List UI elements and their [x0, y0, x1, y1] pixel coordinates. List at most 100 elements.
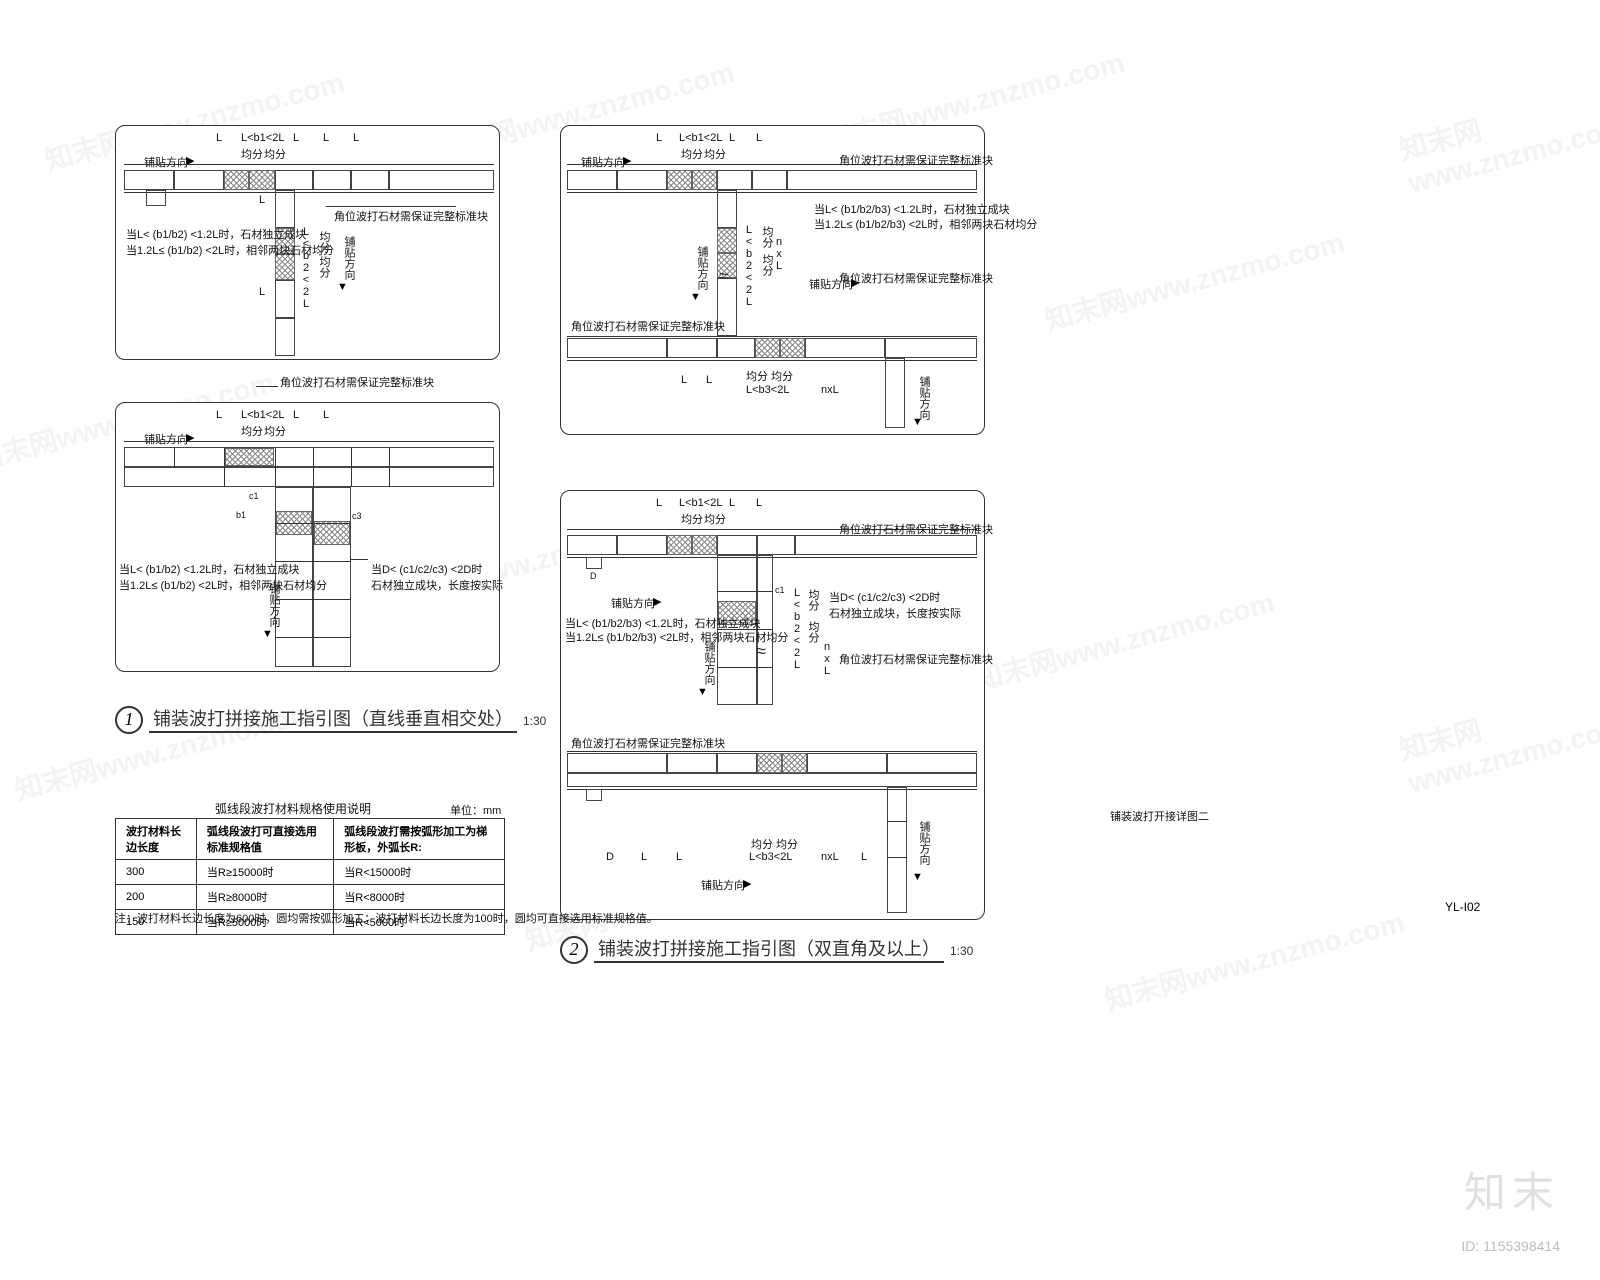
tile	[567, 753, 667, 773]
c1: c1	[249, 491, 259, 501]
div	[275, 637, 351, 638]
dim-L: L	[756, 497, 762, 509]
line	[567, 192, 977, 193]
section-2-text: 铺装波打拼接施工指引图（双直角及以上）	[594, 935, 944, 963]
hatch	[780, 338, 805, 358]
d: D	[606, 851, 614, 863]
nxl: nxL	[821, 384, 839, 396]
line	[124, 441, 494, 442]
jf: 均分	[704, 146, 726, 162]
d-cell	[586, 557, 602, 569]
section-2-title: 2 铺装波打拼接施工指引图（双直角及以上） 1:30	[560, 935, 973, 964]
tile	[807, 753, 887, 773]
arrow-right-icon: ▶	[186, 431, 194, 444]
b1: b1	[236, 510, 246, 520]
note-sep: 角位波打石材需保证完整标准块	[280, 374, 434, 390]
tile	[351, 170, 389, 190]
tile	[667, 338, 717, 358]
dim-L: L	[353, 132, 359, 144]
tile	[174, 170, 224, 190]
td: 当R<8000时	[334, 885, 505, 910]
dim-L: L	[641, 851, 647, 863]
dim-L: L	[676, 851, 682, 863]
div	[174, 447, 175, 467]
arrow-right-icon: ▶	[653, 595, 661, 608]
panel-1: L L<b1<2L L L L 均分 均分 铺贴方向 ▶ L L<b2<2L 均…	[115, 125, 500, 360]
jf: 均分	[704, 511, 726, 527]
note-b1b: 当1.2L≤ (b1/b2/b3) <2L时，相邻两块石材均分	[565, 629, 788, 645]
nxl: nxL	[773, 236, 785, 272]
tile-row	[567, 773, 977, 787]
note-corner: 角位波打石材需保证完整标准块	[839, 270, 993, 286]
dim-b1: L<b1<2L	[241, 409, 284, 421]
td: 200	[116, 885, 197, 910]
jf: 均分	[746, 368, 768, 384]
tile	[617, 170, 667, 190]
watermark: 知末网www.znzmo.com	[970, 581, 1278, 699]
note-c: 当D< (c1/c2/c3) <2D时	[371, 561, 482, 577]
section-1-title: 1 铺装波打拼接施工指引图（直线垂直相交处） 1:30	[115, 705, 546, 734]
watermark: 知末网www.znzmo.com	[1040, 221, 1348, 339]
line	[124, 164, 494, 165]
dim-b1: L<b1<2L	[241, 132, 284, 144]
div	[275, 599, 351, 600]
td: 当R≥15000时	[196, 860, 333, 885]
jf: 均分	[681, 146, 703, 162]
dim-b1: L<b1<2L	[679, 497, 722, 509]
arrow-down-icon: ▼	[690, 291, 701, 303]
dim-L: L	[729, 497, 735, 509]
leader	[326, 206, 456, 207]
tile	[717, 170, 752, 190]
div	[717, 591, 773, 592]
nxl: nxL	[821, 851, 839, 863]
dim-L: L	[216, 132, 222, 144]
pf: 铺贴方向	[701, 877, 745, 893]
hatch	[757, 753, 782, 773]
tile	[795, 535, 977, 555]
watermark: 知末网www.znzmo.com	[1395, 72, 1600, 200]
section-1-scale: 1:30	[523, 714, 546, 728]
dim-L: L	[706, 374, 712, 386]
arrow-right-icon: ▶	[743, 877, 751, 890]
th-1: 弧线段波打可直接选用标准规格值	[196, 819, 333, 860]
hatch	[314, 521, 350, 545]
note-corner: 角位波打石材需保证完整标准块	[839, 521, 993, 537]
panel-3: L L<b1<2L L L 均分 均分 铺贴方向 ▶ ≈ 铺贴方向 ▼ L<b2…	[560, 125, 985, 435]
c1: c1	[775, 585, 785, 595]
table-row: 300 当R≥15000时 当R<15000时	[116, 860, 505, 885]
hatch	[692, 535, 717, 555]
pf: 铺贴方向	[611, 595, 655, 611]
tile	[567, 338, 667, 358]
note-b1: 当L< (b1/b2/b3) <1.2L时，石材独立成块	[814, 201, 1010, 217]
arrow-right-icon: ▶	[186, 154, 194, 167]
jf: 均分	[241, 423, 263, 439]
jf-v: 均分	[316, 256, 332, 278]
page-id: ID: 1155398414	[1461, 1238, 1560, 1254]
jf: 均分	[776, 836, 798, 852]
dim-b3: L<b3<2L	[749, 851, 792, 863]
note-b1b: 当1.2L≤ (b1/b2) <2L时，相邻两块石材均分	[119, 577, 327, 593]
arrow-down-icon: ▼	[697, 686, 708, 698]
hatch-tile	[224, 170, 249, 190]
div	[389, 447, 390, 487]
dim-L: L	[323, 409, 329, 421]
dim-L-v: L	[256, 194, 268, 206]
tile	[805, 338, 885, 358]
drawing-number: YL-I02	[1445, 900, 1510, 930]
td: 当R<15000时	[334, 860, 505, 885]
dim-L: L	[656, 132, 662, 144]
table-row: 200 当R≥8000时 当R<8000时	[116, 885, 505, 910]
dim-b3: L<b3<2L	[746, 384, 789, 396]
d: D	[590, 571, 597, 581]
tile	[752, 170, 787, 190]
td: 300	[116, 860, 197, 885]
dim-L: L	[756, 132, 762, 144]
brand-watermark: 知末	[1464, 1159, 1560, 1220]
hatch	[667, 170, 692, 190]
tile	[757, 535, 795, 555]
note-c: 当D< (c1/c2/c3) <2D时	[829, 589, 940, 605]
jf: 均分	[751, 836, 773, 852]
tile	[667, 753, 717, 773]
line	[567, 789, 977, 790]
div	[887, 857, 907, 858]
